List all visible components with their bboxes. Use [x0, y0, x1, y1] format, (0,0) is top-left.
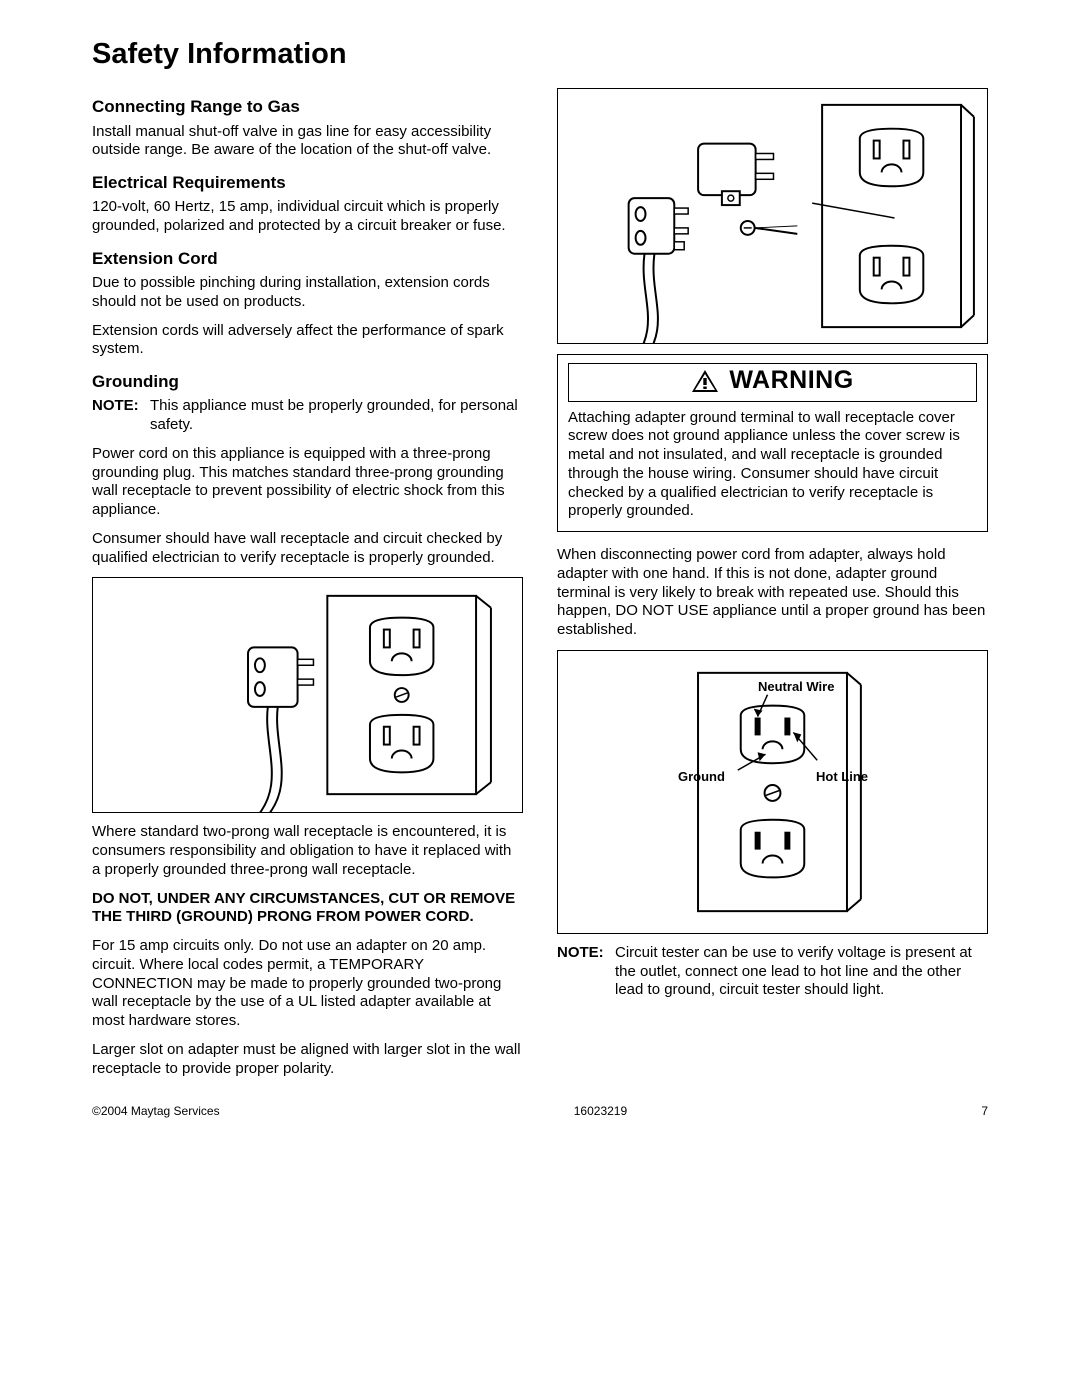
screw-icon: [741, 221, 798, 235]
para: Due to possible pinching during installa…: [92, 274, 523, 312]
footer-docnum: 16023219: [574, 1104, 627, 1119]
warning-header: WARNING: [568, 363, 977, 401]
figure-plug-outlet: [92, 577, 523, 813]
para: Power cord on this appliance is equipped…: [92, 445, 523, 520]
para: Consumer should have wall receptacle and…: [92, 530, 523, 568]
warning-triangle-icon: [691, 369, 719, 393]
warning-body: Attaching adapter ground terminal to wal…: [568, 409, 977, 522]
para: For 15 amp circuits only. Do not use an …: [92, 937, 523, 1031]
page-footer: ©2004 Maytag Services 16023219 7: [92, 1104, 988, 1119]
label-ground: Ground: [678, 769, 725, 785]
para: Larger slot on adapter must be aligned w…: [92, 1041, 523, 1079]
note-label: NOTE:: [92, 397, 150, 435]
heading-grounding: Grounding: [92, 371, 523, 392]
footer-copyright: ©2004 Maytag Services: [92, 1104, 220, 1119]
note-body: This appliance must be properly grounded…: [150, 397, 523, 435]
note-label: NOTE:: [557, 944, 615, 1000]
note-row: NOTE: This appliance must be properly gr…: [92, 397, 523, 435]
para: Where standard two-prong wall receptacle…: [92, 823, 523, 879]
left-column: Connecting Range to Gas Install manual s…: [92, 84, 523, 1088]
label-hot-line: Hot Line: [816, 769, 868, 785]
para: When disconnecting power cord from adapt…: [557, 546, 988, 640]
outlet-plug-svg: [93, 578, 522, 812]
page-title: Safety Information: [92, 36, 988, 72]
two-column-layout: Connecting Range to Gas Install manual s…: [92, 84, 988, 1088]
figure-labeled-outlet: Neutral Wire Ground Hot Line: [557, 650, 988, 934]
label-neutral-wire: Neutral Wire: [758, 679, 834, 695]
heading-extension-cord: Extension Cord: [92, 248, 523, 269]
adapter-outlet-svg: [558, 89, 987, 343]
para-bold-warning: DO NOT, UNDER ANY CIRCUMSTANCES, CUT OR …: [92, 890, 523, 928]
figure-adapter-outlet: [557, 88, 988, 344]
para: Extension cords will adversely affect th…: [92, 322, 523, 360]
warning-box: WARNING Attaching adapter ground termina…: [557, 354, 988, 532]
para: 120-volt, 60 Hertz, 15 amp, individual c…: [92, 198, 523, 236]
note-body: Circuit tester can be use to verify volt…: [615, 944, 988, 1000]
note-row: NOTE: Circuit tester can be use to verif…: [557, 944, 988, 1000]
warning-label: WARNING: [729, 365, 853, 396]
footer-pagenum: 7: [981, 1104, 988, 1119]
heading-electrical-req: Electrical Requirements: [92, 172, 523, 193]
right-column: WARNING Attaching adapter ground termina…: [557, 84, 988, 1088]
heading-connecting-range: Connecting Range to Gas: [92, 96, 523, 117]
para: Install manual shut-off valve in gas lin…: [92, 123, 523, 161]
